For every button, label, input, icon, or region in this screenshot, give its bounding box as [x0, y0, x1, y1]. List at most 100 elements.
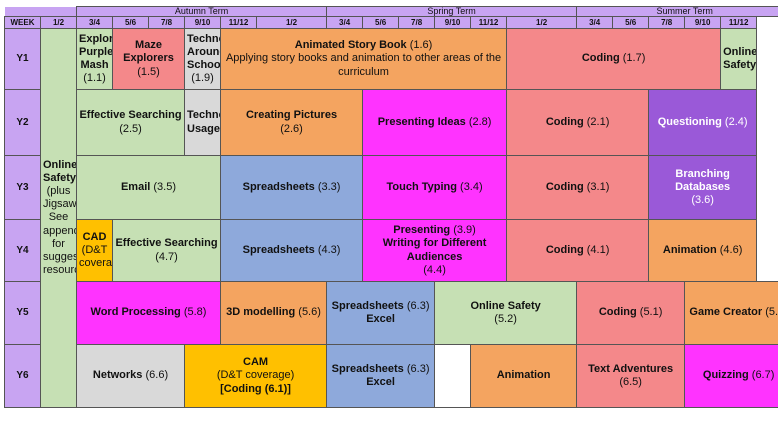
unit-code: (6.3): [406, 299, 430, 312]
unit-title: Coding: [545, 115, 584, 128]
unit-presenting: Presenting (3.9) Writing for Different A…: [362, 219, 508, 282]
year-row-y2: Y2 Effective Searching (2.5) Technology …: [4, 89, 778, 156]
unit-title: Presenting: [393, 224, 451, 237]
unit-title: Quizzing: [702, 369, 749, 382]
online-safety-note: (plus Jigsaw). See appendix for suggest …: [43, 185, 77, 277]
unit-title: Effective Searching: [79, 109, 182, 122]
unit-coding: Coding (1.7): [506, 28, 722, 90]
unit-animation: Animation (4.6): [648, 219, 758, 282]
spring-term-header: Spring Term: [326, 6, 578, 17]
unit-title: Online Safety: [470, 299, 541, 312]
unit-title: Touch Typing: [386, 180, 457, 193]
unit-coding: Coding (3.1): [506, 155, 650, 220]
unit-title: Animated Story Book: [294, 39, 407, 52]
unit-title: Spreadsheets: [331, 299, 404, 312]
unit-creating-pictures: Creating Pictures (2.6): [219, 89, 364, 156]
unit-title: Effective Searching: [115, 237, 218, 250]
year-row-y4: Y4 CAD (D&T coverage) Effective Searchin…: [4, 219, 778, 282]
unit-code: (4.1): [586, 243, 610, 256]
unit-coding: Coding (2.1): [506, 89, 650, 156]
week-cell: 1/2: [255, 16, 328, 29]
unit-networks: Networks (6.6): [76, 344, 185, 408]
unit-touch-typing: Touch Typing (3.4): [362, 155, 508, 220]
unit-title: Networks: [92, 369, 143, 382]
week-cell: 9/10: [684, 16, 722, 29]
unit-spreadsheets-excel: Spreadsheets (6.3) Excel: [326, 281, 436, 345]
corner-cell: [4, 6, 77, 17]
unit-3d-modelling: 3D modelling (5.6): [219, 281, 328, 345]
week-cell: 7/8: [648, 16, 686, 29]
year-row-y3: Y3 Email (3.5) Spreadsheets (3.3) Touch …: [4, 155, 778, 220]
autumn-term-header: Autumn Term: [75, 6, 328, 17]
unit-animated-story-book: Animated Story Book (1.6) Applying story…: [219, 28, 508, 90]
week-cell: 7/8: [148, 16, 185, 29]
unit-spreadsheets: Spreadsheets (4.3): [219, 219, 364, 282]
unit-spreadsheets-excel: Spreadsheets (6.3) Excel: [326, 344, 436, 408]
unit-code: (2.8): [468, 115, 492, 128]
unit-title: Email: [120, 180, 151, 193]
unit-title: Game Creator: [689, 306, 763, 319]
week-cell: 3/4: [76, 16, 113, 29]
unit-game-creator: Game Creator (5.5): [684, 281, 778, 345]
online-safety-title: Online Safety: [43, 158, 77, 184]
unit-title: Text Adventures: [588, 362, 674, 375]
unit-animation: Animation: [470, 344, 578, 408]
unit-title-2: Writing for Different Audiences: [382, 237, 487, 263]
unit-coding: Coding (5.1): [576, 281, 686, 345]
week-cell: 9/10: [434, 16, 472, 29]
online-safety-cell: Online Safety (plus Jigsaw). See appendi…: [40, 28, 77, 408]
unit-note: (D&T coverage): [216, 369, 295, 382]
unit-title: Spreadsheets: [242, 243, 315, 256]
unit-online-safety: Online Safety (5.2): [434, 281, 578, 345]
summer-term-header: Summer Term: [576, 6, 778, 17]
unit-technology-around-school: Technology Around School (1.9): [184, 28, 221, 90]
unit-code: (3.6): [691, 194, 714, 207]
week-cell: 9/10: [184, 16, 221, 29]
unit-coding-note: [Coding (6.1)]: [220, 382, 291, 395]
unit-title: Technology Usage: [187, 109, 221, 135]
week-cell: 1/2: [40, 16, 77, 29]
week-header-row: WEEK 1/2 3/4 5/6 7/8 9/10 11/12 1/2 3/4 …: [4, 16, 778, 29]
unit-code: (1.1): [83, 72, 106, 85]
year-label: Y5: [4, 281, 41, 345]
year-row-y1: Y1 Online Safety (plus Jigsaw). See appe…: [4, 28, 778, 408]
unit-title: Technology Around School: [187, 32, 221, 71]
unit-subtitle: Excel: [366, 313, 395, 325]
year-label: Y6: [4, 344, 41, 408]
week-cell: 11/12: [720, 16, 758, 29]
unit-title: Coding: [581, 52, 620, 65]
unit-code: (6.3): [406, 362, 430, 375]
unit-code: (5.2): [494, 313, 517, 325]
unit-online-safety: Online Safety: [720, 28, 758, 90]
unit-effective-searching: Effective Searching (4.7): [112, 219, 221, 282]
unit-code: (3.1): [586, 180, 610, 193]
unit-code-2: (4.4): [423, 263, 446, 276]
unit-title: Word Processing: [90, 306, 181, 319]
unit-code: (2.1): [586, 115, 610, 128]
unit-code: (3.3): [317, 180, 341, 193]
unit-code: (1.6): [409, 39, 433, 52]
term-header-row: Autumn Term Spring Term Summer Term: [4, 6, 778, 17]
week-cell: 5/6: [112, 16, 149, 29]
unit-technology-usage: Technology Usage: [184, 89, 221, 156]
unit-cam: CAM (D&T coverage) [Coding (6.1)]: [183, 344, 328, 408]
year-label: Y4: [4, 219, 41, 282]
unit-title: Spreadsheets: [242, 180, 315, 193]
year-row-y6: Y6 Networks (6.6) CAM (D&T coverage) [Co…: [4, 344, 778, 408]
unit-maze-explorers: Maze Explorers (1.5): [112, 28, 185, 90]
year-label: Y2: [4, 89, 41, 156]
unit-branching-databases: Branching Databases (3.6): [648, 155, 758, 220]
unit-title: CAM: [243, 356, 269, 369]
unit-title: Coding: [598, 306, 637, 319]
unit-exploring-purple-mash: Exploring Purple Mash (1.1): [76, 28, 113, 90]
unit-title: Questioning: [657, 115, 722, 128]
unit-title: Coding: [545, 243, 584, 256]
unit-quizzing: Quizzing (6.7): [684, 344, 778, 408]
year-label: Y1: [4, 28, 41, 90]
unit-coding: Coding (4.1): [506, 219, 650, 282]
unit-email: Email (3.5): [76, 155, 221, 220]
unit-title: CAD: [82, 230, 107, 243]
unit-title: Exploring Purple Mash: [79, 32, 113, 71]
year-label: Y3: [4, 155, 41, 220]
unit-title: Animation: [662, 243, 717, 256]
